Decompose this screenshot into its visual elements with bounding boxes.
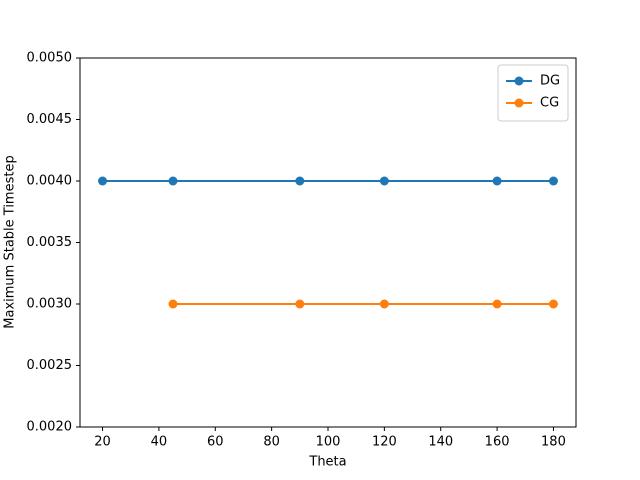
- y-tick-label: 0.0045: [27, 112, 73, 127]
- y-axis-label: Maximum Stable Timestep: [3, 155, 18, 328]
- data-point: [548, 176, 558, 186]
- x-tick-label: 40: [151, 435, 168, 450]
- x-tick-label: 160: [485, 435, 510, 450]
- x-tick-label: 100: [316, 435, 341, 450]
- y-tick-label: 0.0020: [27, 420, 73, 435]
- x-tick-label: 140: [428, 435, 453, 450]
- y-tick-label: 0.0030: [27, 297, 73, 312]
- data-point: [295, 299, 305, 309]
- data-point: [295, 176, 305, 186]
- legend-marker: [514, 76, 524, 86]
- y-tick-label: 0.0025: [27, 358, 73, 373]
- x-tick-label: 20: [94, 435, 111, 450]
- y-tick-label: 0.0035: [27, 235, 73, 250]
- y-tick-label: 0.0040: [27, 174, 73, 189]
- data-point: [98, 176, 108, 186]
- data-point: [379, 299, 389, 309]
- legend-label: CG: [540, 96, 559, 111]
- data-point: [379, 176, 389, 186]
- x-tick-label: 60: [207, 435, 224, 450]
- data-point: [492, 299, 502, 309]
- data-point: [168, 299, 178, 309]
- x-tick-label: 180: [541, 435, 566, 450]
- x-axis-label: Theta: [308, 455, 346, 470]
- x-tick-label: 120: [372, 435, 397, 450]
- legend-marker: [514, 98, 524, 108]
- data-point: [492, 176, 502, 186]
- data-point: [168, 176, 178, 186]
- y-tick-label: 0.0050: [27, 51, 73, 66]
- plot-frame: [79, 57, 577, 428]
- data-point: [548, 299, 558, 309]
- x-tick-label: 80: [263, 435, 280, 450]
- legend-label: DG: [540, 74, 560, 89]
